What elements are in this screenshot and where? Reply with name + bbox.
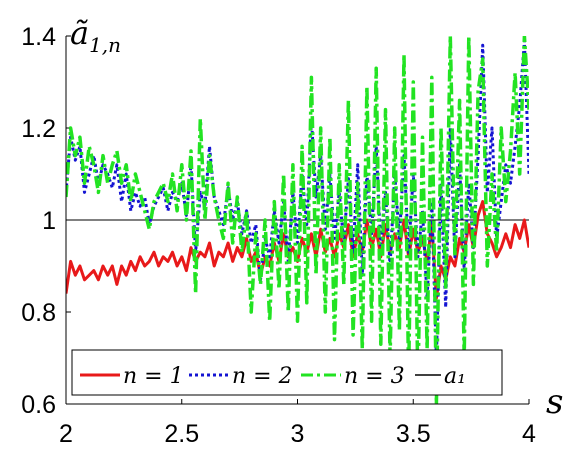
- x-tick-label: 2: [59, 420, 73, 448]
- svg-text:ã1,n: ã1,n: [70, 14, 121, 57]
- y-tick-label: 1.4: [21, 23, 56, 51]
- axis-ticks: 2 2.5 3 3.5 4 0.6 0.8 1 1.2 1.4: [21, 23, 536, 448]
- y-axis-label: ã1,n: [70, 14, 121, 57]
- legend-label: n = 1: [123, 364, 184, 389]
- x-axis-label: s: [546, 382, 563, 422]
- y-tick-label: 0.6: [21, 391, 56, 419]
- x-tick-label: 3: [291, 420, 305, 448]
- legend-label: n = 3: [344, 364, 405, 389]
- legend-box: [71, 349, 503, 396]
- y-tick-label: 1: [42, 207, 56, 235]
- x-tick-label: 2.5: [164, 420, 199, 448]
- series-layer: [66, 36, 529, 404]
- x-tick-label: 4: [522, 420, 536, 448]
- y-tick-label: 1.2: [21, 115, 56, 143]
- x-tick-label: 3.5: [396, 420, 431, 448]
- legend-items: n = 1 n = 2 n = 3 a₁: [80, 364, 466, 389]
- y-tick-label: 0.8: [21, 299, 56, 327]
- y-axis-label-main: ã: [70, 14, 89, 52]
- legend: n = 1 n = 2 n = 3 a₁: [71, 349, 503, 396]
- y-axis-label-sub: 1,n: [89, 33, 121, 57]
- legend-label: n = 2: [232, 364, 293, 389]
- series-line-n3: [66, 36, 529, 404]
- legend-label: a₁: [444, 364, 466, 389]
